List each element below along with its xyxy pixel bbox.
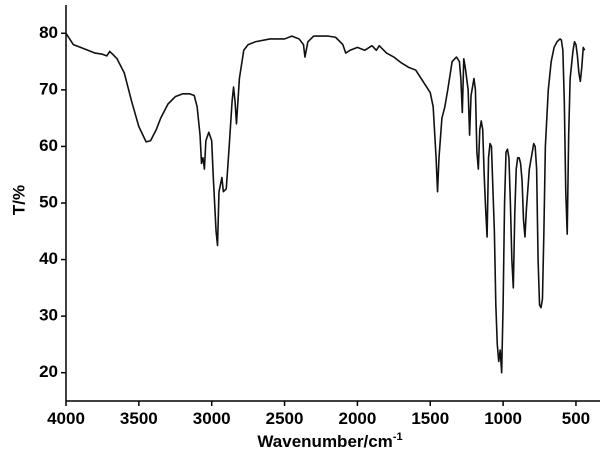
y-axis-label: T/% — [9, 185, 28, 215]
x-tick-label: 3500 — [120, 409, 158, 428]
y-tick-label: 20 — [39, 362, 58, 381]
y-tick-label: 70 — [39, 79, 58, 98]
y-tick-label: 60 — [39, 136, 58, 155]
x-tick-label: 1000 — [484, 409, 522, 428]
x-tick-label: 4000 — [47, 409, 85, 428]
y-tick-label: 50 — [39, 192, 58, 211]
x-axis-label-text: Wavenumber/cm — [257, 432, 392, 451]
y-tick-label: 30 — [39, 306, 58, 325]
x-tick-label: 1500 — [411, 409, 449, 428]
spectrum-line — [66, 33, 585, 372]
y-tick-label: 80 — [39, 23, 58, 42]
x-tick-label: 500 — [562, 409, 590, 428]
x-tick-label: 2500 — [266, 409, 304, 428]
y-tick-label: 40 — [39, 249, 58, 268]
x-tick-label: 3000 — [193, 409, 231, 428]
x-axis-label: Wavenumber/cm-1 — [257, 431, 402, 451]
chart: T/% Wavenumber/cm-1 20 30 40 50 60 70 80 4000 35… — [0, 0, 604, 462]
x-tick-label: 2000 — [338, 409, 376, 428]
page: T/% Wavenumber/cm-1 20 30 40 50 60 70 80 4000 35… — [0, 0, 604, 462]
x-axis-label-superscript: -1 — [393, 431, 403, 443]
